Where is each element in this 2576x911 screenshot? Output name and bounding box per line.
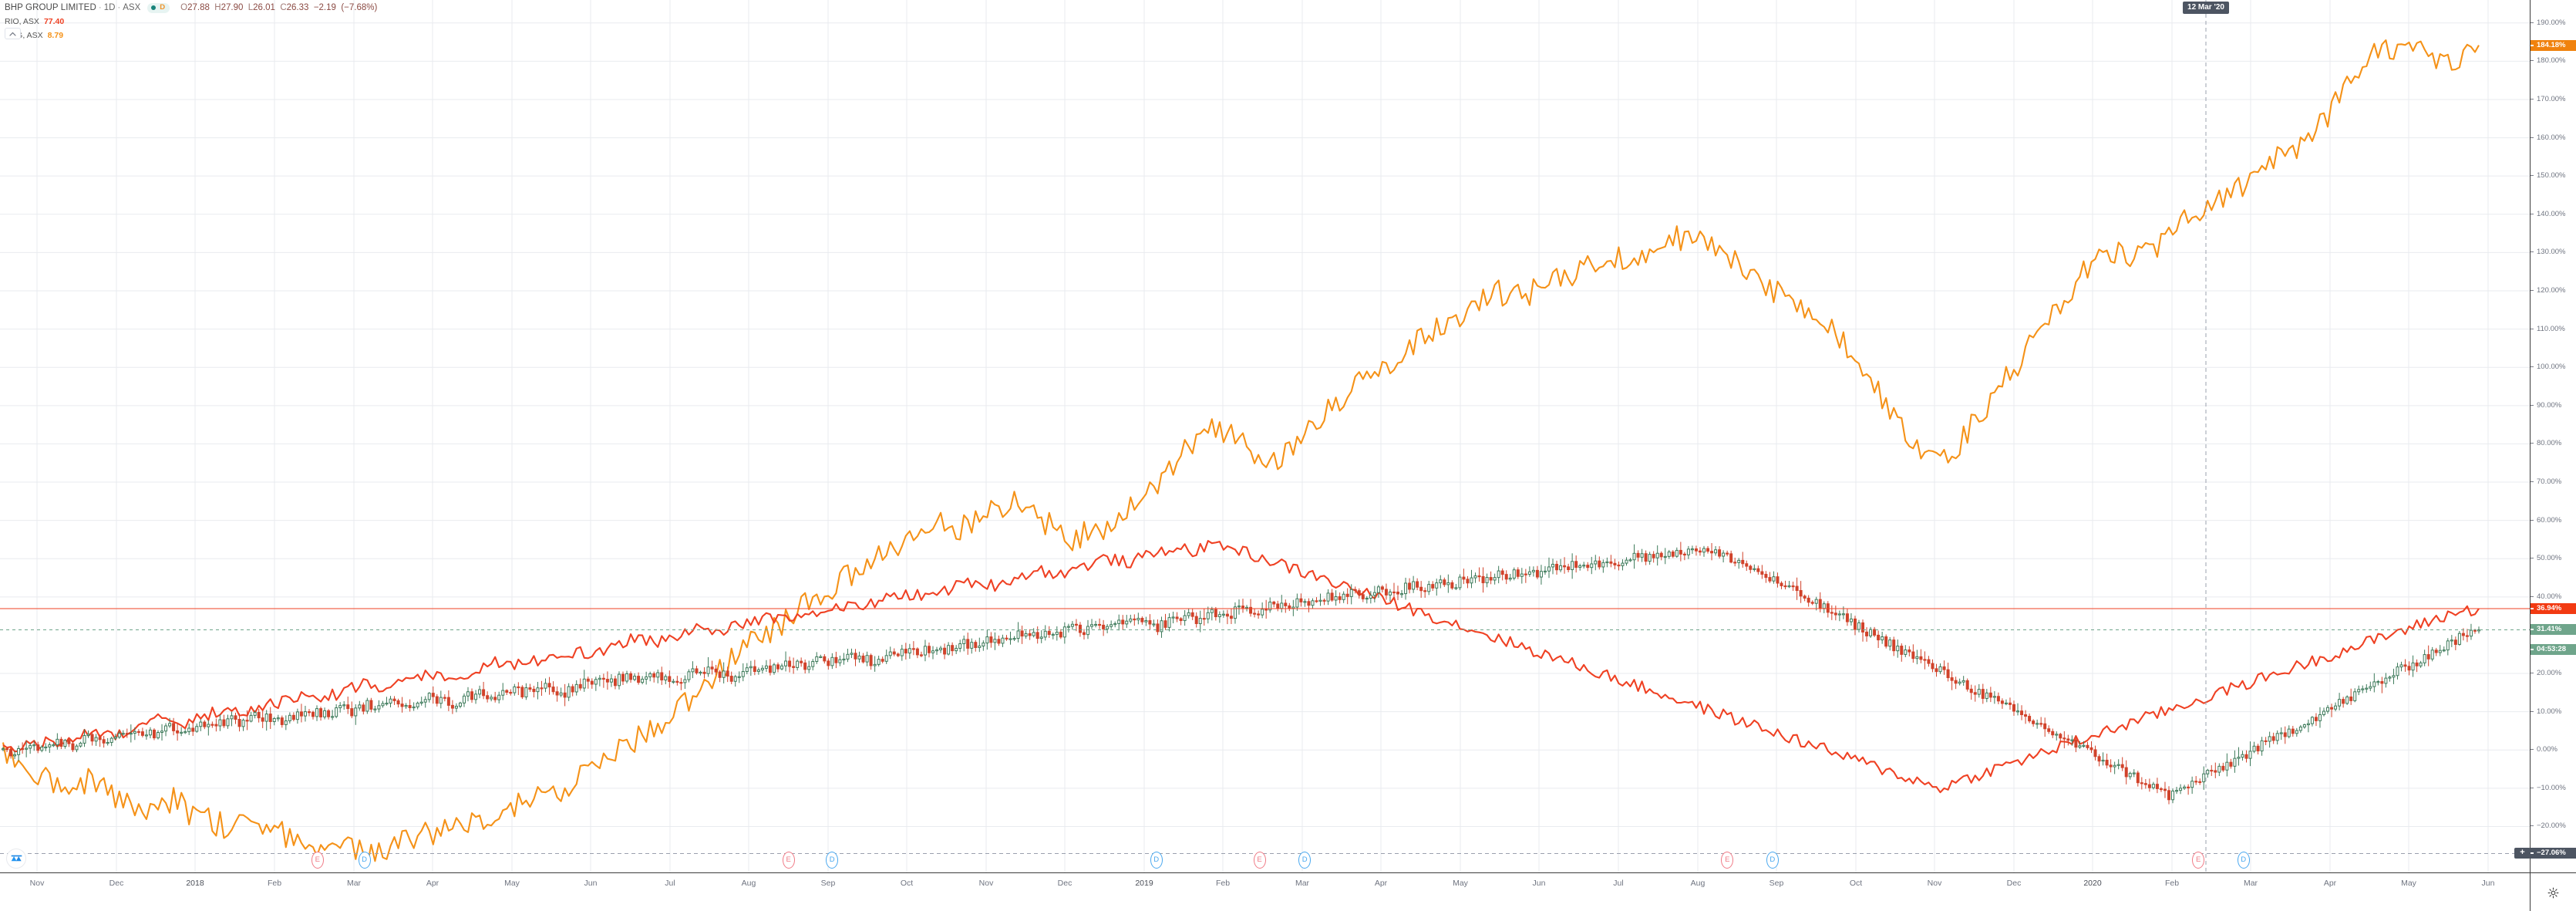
time-tick: Nov [1927, 879, 1942, 888]
gear-icon [2547, 887, 2558, 898]
price-tick: 50.00% [2531, 554, 2576, 563]
time-tick: Dec [109, 879, 124, 888]
bhp-last-price: 31.41% [2531, 624, 2576, 636]
time-tick: 2018 [186, 879, 204, 888]
price-tick: 100.00% [2531, 363, 2576, 372]
time-tick: Dec [2006, 879, 2022, 888]
price-axis[interactable]: 190.00% 180.00% 170.00% 160.00% 150.00% 140.0… [2514, 0, 2576, 872]
tradingview-logo-icon [11, 855, 22, 861]
price-tick: 180.00% [2531, 56, 2576, 66]
time-tick: Jun [584, 879, 598, 888]
dividend-marker[interactable]: D [1766, 852, 1779, 869]
series-line-fmg [2, 39, 2480, 866]
chart-overlay-layer [0, 0, 2530, 872]
time-tick: Oct [900, 879, 914, 888]
time-tick: Mar [346, 879, 362, 888]
fmg-last-price: 184.18% [2531, 39, 2576, 51]
tradingview-logo[interactable] [6, 849, 26, 869]
time-tick: Apr [1374, 879, 1388, 888]
price-tick: −10.00% [2531, 784, 2576, 793]
dividend-marker[interactable]: D [1150, 852, 1163, 869]
price-tick: 70.00% [2531, 477, 2576, 487]
series-line-rio [2, 540, 2480, 794]
chart-series-layer [2, 39, 2480, 866]
price-tick: 190.00% [2531, 19, 2576, 28]
time-tick: Dec [1057, 879, 1072, 888]
time-tick: Jul [1613, 879, 1624, 888]
time-tick: May [2401, 879, 2416, 888]
chart-settings-button[interactable] [2530, 873, 2576, 911]
dividend-marker[interactable]: D [1298, 852, 1312, 869]
time-tick: Jun [1532, 879, 1546, 888]
time-tick: Apr [2323, 879, 2337, 888]
time-axis[interactable]: Nov Dec 2018 Feb Mar Apr May Jun Jul Aug Sep Oct Nov… [0, 872, 2576, 911]
price-tick: 0.00% [2531, 745, 2576, 754]
time-tick: May [1453, 879, 1468, 888]
earnings-marker[interactable]: E [1721, 852, 1734, 869]
time-tick: Jun [2481, 879, 2495, 888]
time-tick: Feb [1215, 879, 1231, 888]
price-tick: 170.00% [2531, 95, 2576, 104]
earnings-marker[interactable]: E [782, 852, 795, 869]
price-tick: 160.00% [2531, 133, 2576, 143]
time-tick: May [504, 879, 520, 888]
dividend-marker[interactable]: D [826, 852, 839, 869]
price-tick: 60.00% [2531, 516, 2576, 525]
price-tick: −20.00% [2531, 822, 2576, 831]
time-tick: Apr [426, 879, 439, 888]
series-candles-bhp [2, 542, 2480, 805]
time-tick: Nov [29, 879, 45, 888]
time-tick: Aug [1690, 879, 1706, 888]
earnings-marker[interactable]: E [311, 852, 324, 869]
price-tick: 150.00% [2531, 171, 2576, 181]
price-tick: 80.00% [2531, 439, 2576, 448]
price-tick: 20.00% [2531, 669, 2576, 678]
crosshair-add-button[interactable]: + [2514, 848, 2531, 859]
price-tick: 120.00% [2531, 286, 2576, 295]
time-tick: Mar [1295, 879, 1310, 888]
time-tick: 2020 [2083, 879, 2102, 888]
rio-last-price: 36.94% [2531, 603, 2576, 615]
chevron-up-icon [9, 32, 16, 36]
earnings-marker[interactable]: E [1253, 852, 1266, 869]
legend-collapse-button[interactable] [5, 28, 21, 39]
price-tick: 140.00% [2531, 210, 2576, 219]
time-axis-divider [2530, 873, 2531, 911]
earnings-marker[interactable]: E [2192, 852, 2205, 869]
crosshair-date-label: 12 Mar '20 [2183, 2, 2229, 14]
price-tick: 90.00% [2531, 401, 2576, 410]
time-tick: Oct [1849, 879, 1863, 888]
session-countdown: 04:53:28 [2531, 644, 2576, 656]
dividend-marker[interactable]: D [2237, 852, 2250, 869]
price-tick: 110.00% [2531, 325, 2576, 334]
time-tick: Feb [2164, 879, 2180, 888]
price-tick: 40.00% [2531, 592, 2576, 602]
price-tick: 130.00% [2531, 248, 2576, 257]
time-tick: Sep [1769, 879, 1784, 888]
time-tick: Mar [2243, 879, 2258, 888]
time-tick: Nov [978, 879, 994, 888]
time-tick: 2019 [1135, 879, 1153, 888]
dividend-marker[interactable]: D [358, 852, 371, 869]
time-tick: Aug [741, 879, 756, 888]
crosshair-price: −27.06% + [2514, 848, 2576, 859]
time-tick: Feb [267, 879, 282, 888]
time-tick: Sep [820, 879, 836, 888]
time-tick: Jul [665, 879, 675, 888]
chart-plot-area[interactable] [0, 0, 2530, 872]
price-tick: 10.00% [2531, 707, 2576, 717]
